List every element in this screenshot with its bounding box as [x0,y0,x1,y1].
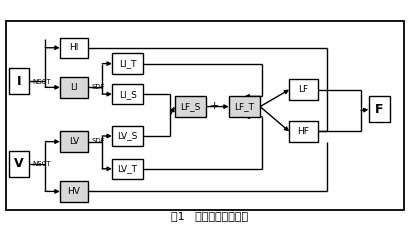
Text: LF_S: LF_S [180,102,200,111]
Text: LV_S: LV_S [118,131,138,140]
Bar [60,131,88,152]
Bar [112,159,143,179]
Text: LF: LF [298,85,309,94]
Text: HF: HF [297,127,310,136]
Text: LI_S: LI_S [119,90,136,99]
Text: I: I [17,75,21,88]
Bar [5,21,404,210]
Text: LI: LI [70,83,78,92]
Text: LV: LV [69,137,79,146]
Bar [229,96,260,117]
Bar [60,77,88,98]
Text: +: + [210,101,219,111]
Text: 图1   融合方法的流程图: 图1 融合方法的流程图 [171,211,249,221]
Text: SDF: SDF [91,84,105,90]
Bar [60,181,88,202]
Text: LF_T: LF_T [234,102,255,111]
Bar [60,38,88,58]
Text: V: V [14,157,24,170]
Bar [368,96,390,123]
Text: SDF: SDF [91,138,105,144]
Text: LI_T: LI_T [119,59,136,68]
Bar [112,53,143,74]
Text: NSCT: NSCT [32,79,51,85]
Bar [112,84,143,104]
Bar [289,121,318,142]
Bar [112,126,143,146]
Text: HI: HI [69,43,79,52]
Text: F: F [375,103,383,116]
Text: HV: HV [68,187,80,196]
Bar [289,79,318,100]
Bar [9,68,29,94]
Bar [175,96,206,117]
Bar [9,151,29,177]
Text: LV_T: LV_T [118,164,138,173]
Text: NSCT: NSCT [32,161,51,167]
